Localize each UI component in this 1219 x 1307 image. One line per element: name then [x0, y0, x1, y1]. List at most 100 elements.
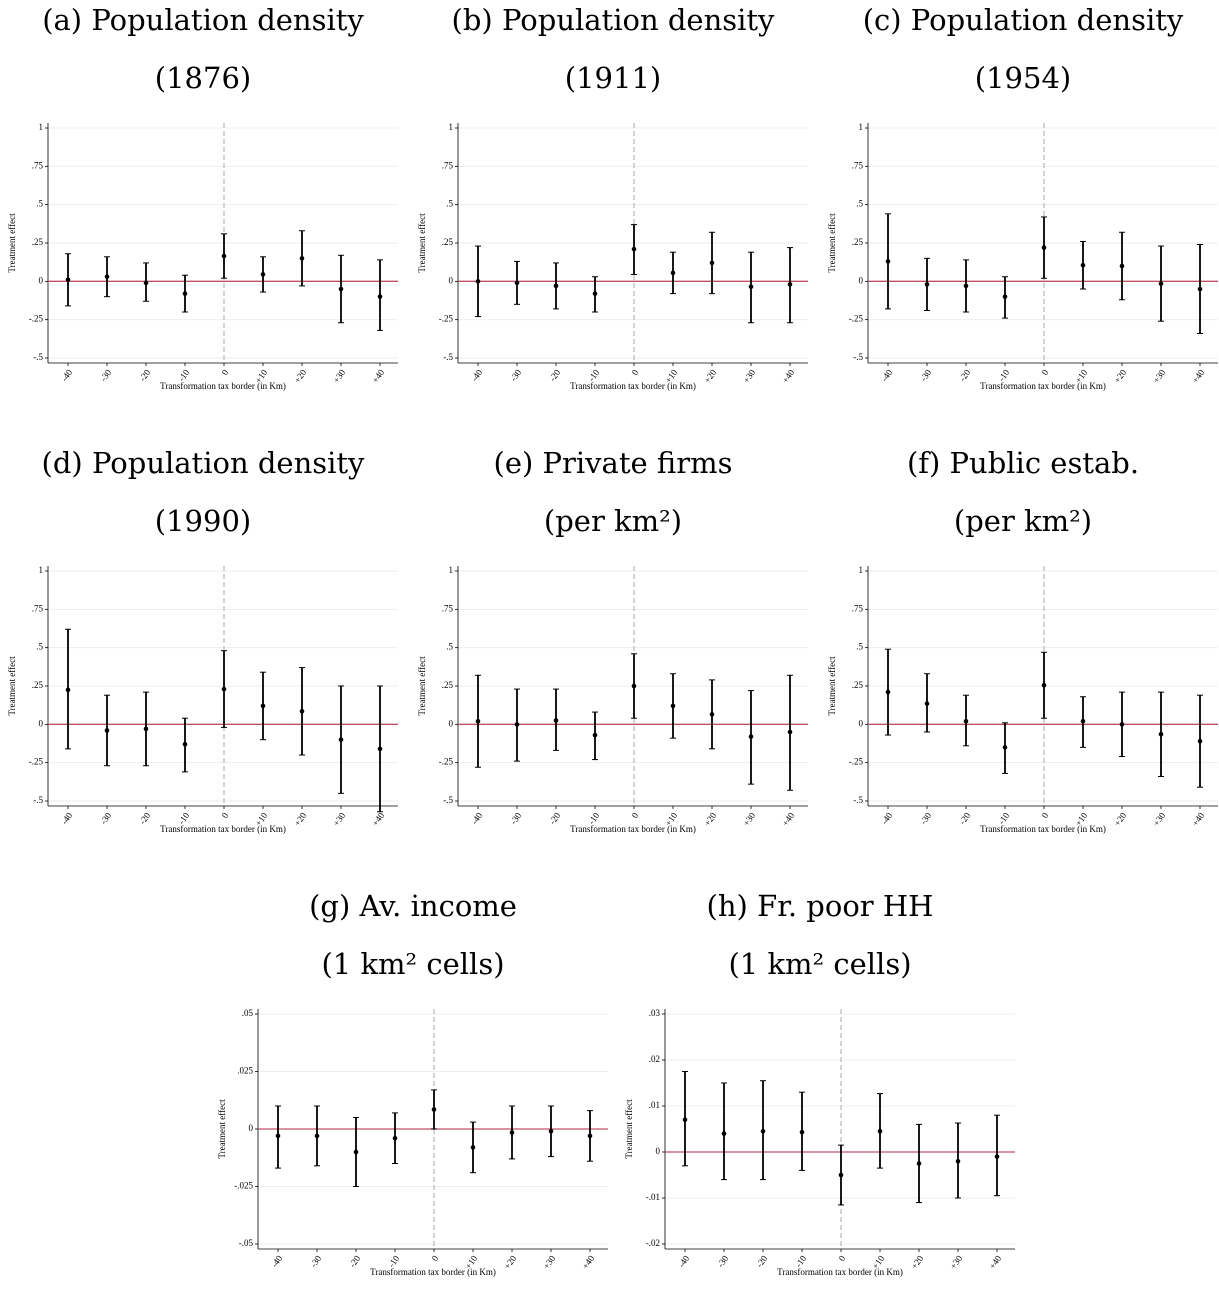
point-estimate — [587, 1133, 593, 1139]
x-tick-label: -20 — [347, 1253, 362, 1269]
y-tick-label: .25 — [852, 680, 864, 690]
point-estimate — [592, 291, 598, 296]
y-tick-label: 1 — [859, 122, 864, 132]
point-estimate — [1119, 722, 1125, 727]
point-estimate — [338, 286, 344, 292]
point-estimate — [514, 722, 520, 727]
point-estimate — [709, 260, 715, 266]
y-tick-label: -.25 — [439, 314, 454, 324]
x-tick-label: 0 — [220, 367, 231, 377]
x-axis-label: Transformation tax border (in Km) — [980, 824, 1106, 834]
point-estimate — [514, 280, 520, 286]
y-tick-label: .5 — [36, 642, 43, 652]
point-estimate — [748, 284, 754, 290]
y-tick-label: .75 — [852, 603, 864, 613]
point-estimate — [994, 1154, 1000, 1159]
chart-subtitle: (1911) — [565, 61, 661, 95]
x-tick-label: -40 — [879, 810, 894, 826]
y-tick-label: 0 — [249, 1123, 254, 1133]
x-tick-label: +40 — [987, 1253, 1004, 1271]
point-estimate — [1080, 718, 1086, 724]
y-axis-label: Treatment effect — [417, 656, 427, 716]
y-axis-label: Treatment effect — [217, 1099, 227, 1159]
point-estimate — [670, 703, 676, 709]
y-tick-label: .25 — [852, 237, 864, 247]
point-estimate — [65, 277, 71, 283]
x-tick-label: -40 — [269, 1253, 284, 1269]
x-tick-label: +40 — [370, 367, 387, 385]
point-estimate — [1080, 262, 1086, 268]
y-tick-label: .5 — [856, 642, 863, 652]
y-tick-label: -.5 — [853, 795, 863, 805]
x-tick-label: +20 — [502, 1253, 519, 1271]
chart-subtitle: (1 km² cells) — [728, 947, 911, 981]
y-axis-label: Treatment effect — [827, 656, 837, 716]
x-axis-label: Transformation tax border (in Km) — [570, 381, 696, 391]
x-axis-label: Transformation tax border (in Km) — [980, 381, 1106, 391]
x-tick-label: 0 — [630, 367, 641, 377]
y-tick-label: -.05 — [239, 1238, 254, 1248]
y-tick-label: 0 — [449, 718, 454, 728]
y-tick-label: -.5 — [33, 795, 43, 805]
x-tick-label: -20 — [137, 367, 152, 383]
y-tick-label: 1 — [39, 122, 44, 132]
point-estimate — [143, 280, 149, 286]
chart-subtitle: (per km²) — [544, 504, 682, 538]
y-tick-label: .5 — [856, 199, 863, 209]
point-estimate — [592, 732, 598, 738]
x-axis-label: Transformation tax border (in Km) — [370, 1267, 496, 1277]
y-tick-label: .5 — [446, 199, 453, 209]
x-tick-label: +40 — [1190, 810, 1207, 828]
x-tick-label: +30 — [331, 367, 348, 385]
point-estimate — [955, 1158, 961, 1164]
point-estimate — [787, 729, 793, 735]
point-estimate — [787, 282, 793, 287]
chart-title: (b) Population density — [452, 3, 776, 37]
y-tick-label: .5 — [36, 199, 43, 209]
y-tick-label: -.25 — [439, 757, 454, 767]
y-tick-label: 0 — [656, 1146, 661, 1156]
x-tick-label: +20 — [292, 810, 309, 828]
point-estimate — [963, 718, 969, 724]
x-tick-label: 0 — [1040, 367, 1051, 377]
x-tick-label: -30 — [918, 367, 933, 383]
point-estimate — [1197, 738, 1203, 744]
x-tick-label: 0 — [1040, 810, 1051, 820]
x-tick-label: -20 — [547, 810, 562, 826]
x-tick-label: +20 — [702, 810, 719, 828]
x-tick-label: +20 — [702, 367, 719, 385]
x-tick-label: -40 — [59, 367, 74, 383]
y-tick-label: 0 — [39, 275, 44, 285]
x-tick-label: 0 — [837, 1253, 848, 1263]
y-tick-label: .5 — [446, 642, 453, 652]
point-estimate — [470, 1145, 476, 1150]
point-estimate — [377, 294, 383, 299]
x-tick-label: +40 — [580, 1253, 597, 1271]
y-axis-label: Treatment effect — [7, 656, 17, 716]
x-tick-label: +30 — [1151, 810, 1168, 828]
point-estimate — [1158, 281, 1164, 286]
point-estimate — [143, 726, 149, 732]
y-tick-label: 1 — [39, 565, 44, 575]
x-axis-label: Transformation tax border (in Km) — [570, 824, 696, 834]
x-tick-label: +30 — [741, 367, 758, 385]
y-tick-label: .75 — [32, 603, 44, 613]
x-tick-label: +20 — [292, 367, 309, 385]
point-estimate — [760, 1129, 766, 1134]
x-tick-label: -40 — [59, 810, 74, 826]
x-axis-label: Transformation tax border (in Km) — [777, 1267, 903, 1277]
chart-title: (e) Private firms — [494, 446, 733, 480]
y-axis-label: Treatment effect — [7, 213, 17, 273]
point-estimate — [338, 737, 344, 742]
point-estimate — [65, 687, 71, 693]
point-estimate — [221, 686, 227, 692]
y-tick-label: .75 — [442, 603, 454, 613]
x-tick-label: +20 — [909, 1253, 926, 1271]
point-estimate — [799, 1129, 805, 1135]
y-tick-label: .05 — [242, 1008, 254, 1018]
point-estimate — [548, 1129, 554, 1134]
y-tick-label: .75 — [852, 160, 864, 170]
point-estimate — [924, 701, 930, 706]
y-tick-label: .25 — [442, 237, 454, 247]
point-estimate — [475, 279, 481, 284]
